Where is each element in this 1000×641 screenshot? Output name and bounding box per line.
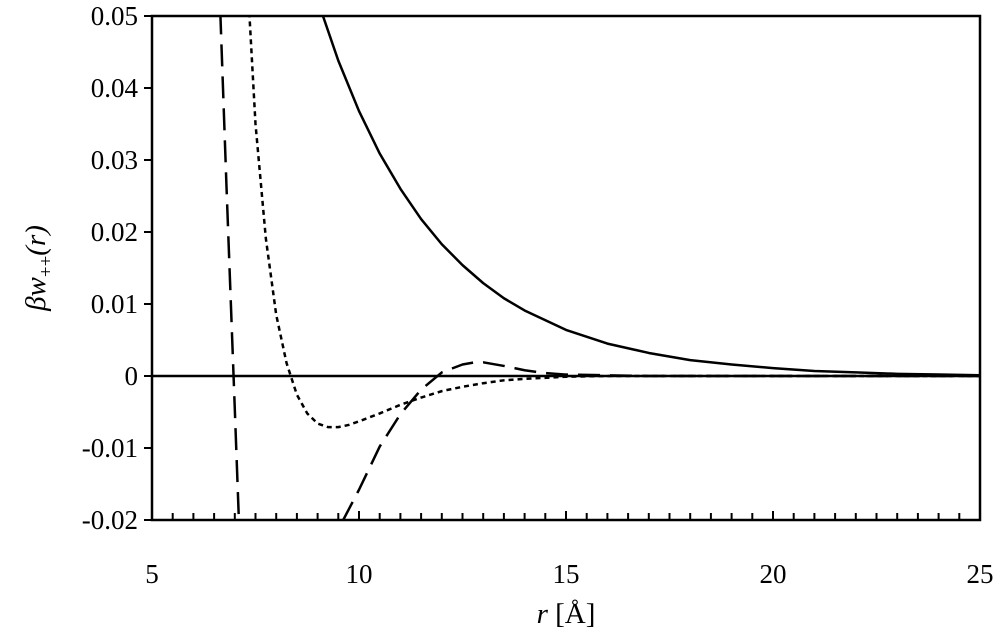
series-line-dotted-2 <box>248 16 980 429</box>
y-tick-labels: -0.02 -0.01 0 0.01 0.02 0.03 0.04 0.05 <box>82 1 139 535</box>
series-line-dashed-4 <box>341 361 980 520</box>
x-axis-unit: [Å] <box>548 598 596 630</box>
ticks-layer <box>144 15 981 521</box>
y-axis-tail: (r) <box>20 225 52 256</box>
x-tick-label: 5 <box>145 559 159 589</box>
y-tick-label: 0 <box>125 361 139 391</box>
x-tick-label: 15 <box>553 559 580 589</box>
y-axis-title: βw++(r) <box>20 225 57 312</box>
x-tick-label: 10 <box>346 559 373 589</box>
plot-frame <box>150 14 982 522</box>
x-tick-label: 20 <box>760 559 787 589</box>
y-axis-subscript: ++ <box>36 256 57 277</box>
x-tick-labels: 5 10 15 20 25 <box>145 559 993 589</box>
y-tick-label: -0.01 <box>82 433 138 463</box>
series-line-dashed-3 <box>219 16 241 520</box>
x-axis-variable: r <box>537 598 549 630</box>
x-tick-label: 25 <box>967 559 994 589</box>
y-tick-label: 0.02 <box>91 217 138 247</box>
series-line-solid-1 <box>321 16 980 377</box>
series-layer <box>219 16 980 520</box>
y-tick-label: 0.01 <box>91 289 138 319</box>
y-axis-main: βw <box>20 276 52 311</box>
y-tick-label: -0.02 <box>82 505 138 535</box>
x-axis-title: r [Å] <box>537 598 596 630</box>
y-tick-label: 0.05 <box>91 1 138 31</box>
y-tick-label: 0.04 <box>91 73 139 103</box>
y-tick-label: 0.03 <box>91 145 138 175</box>
